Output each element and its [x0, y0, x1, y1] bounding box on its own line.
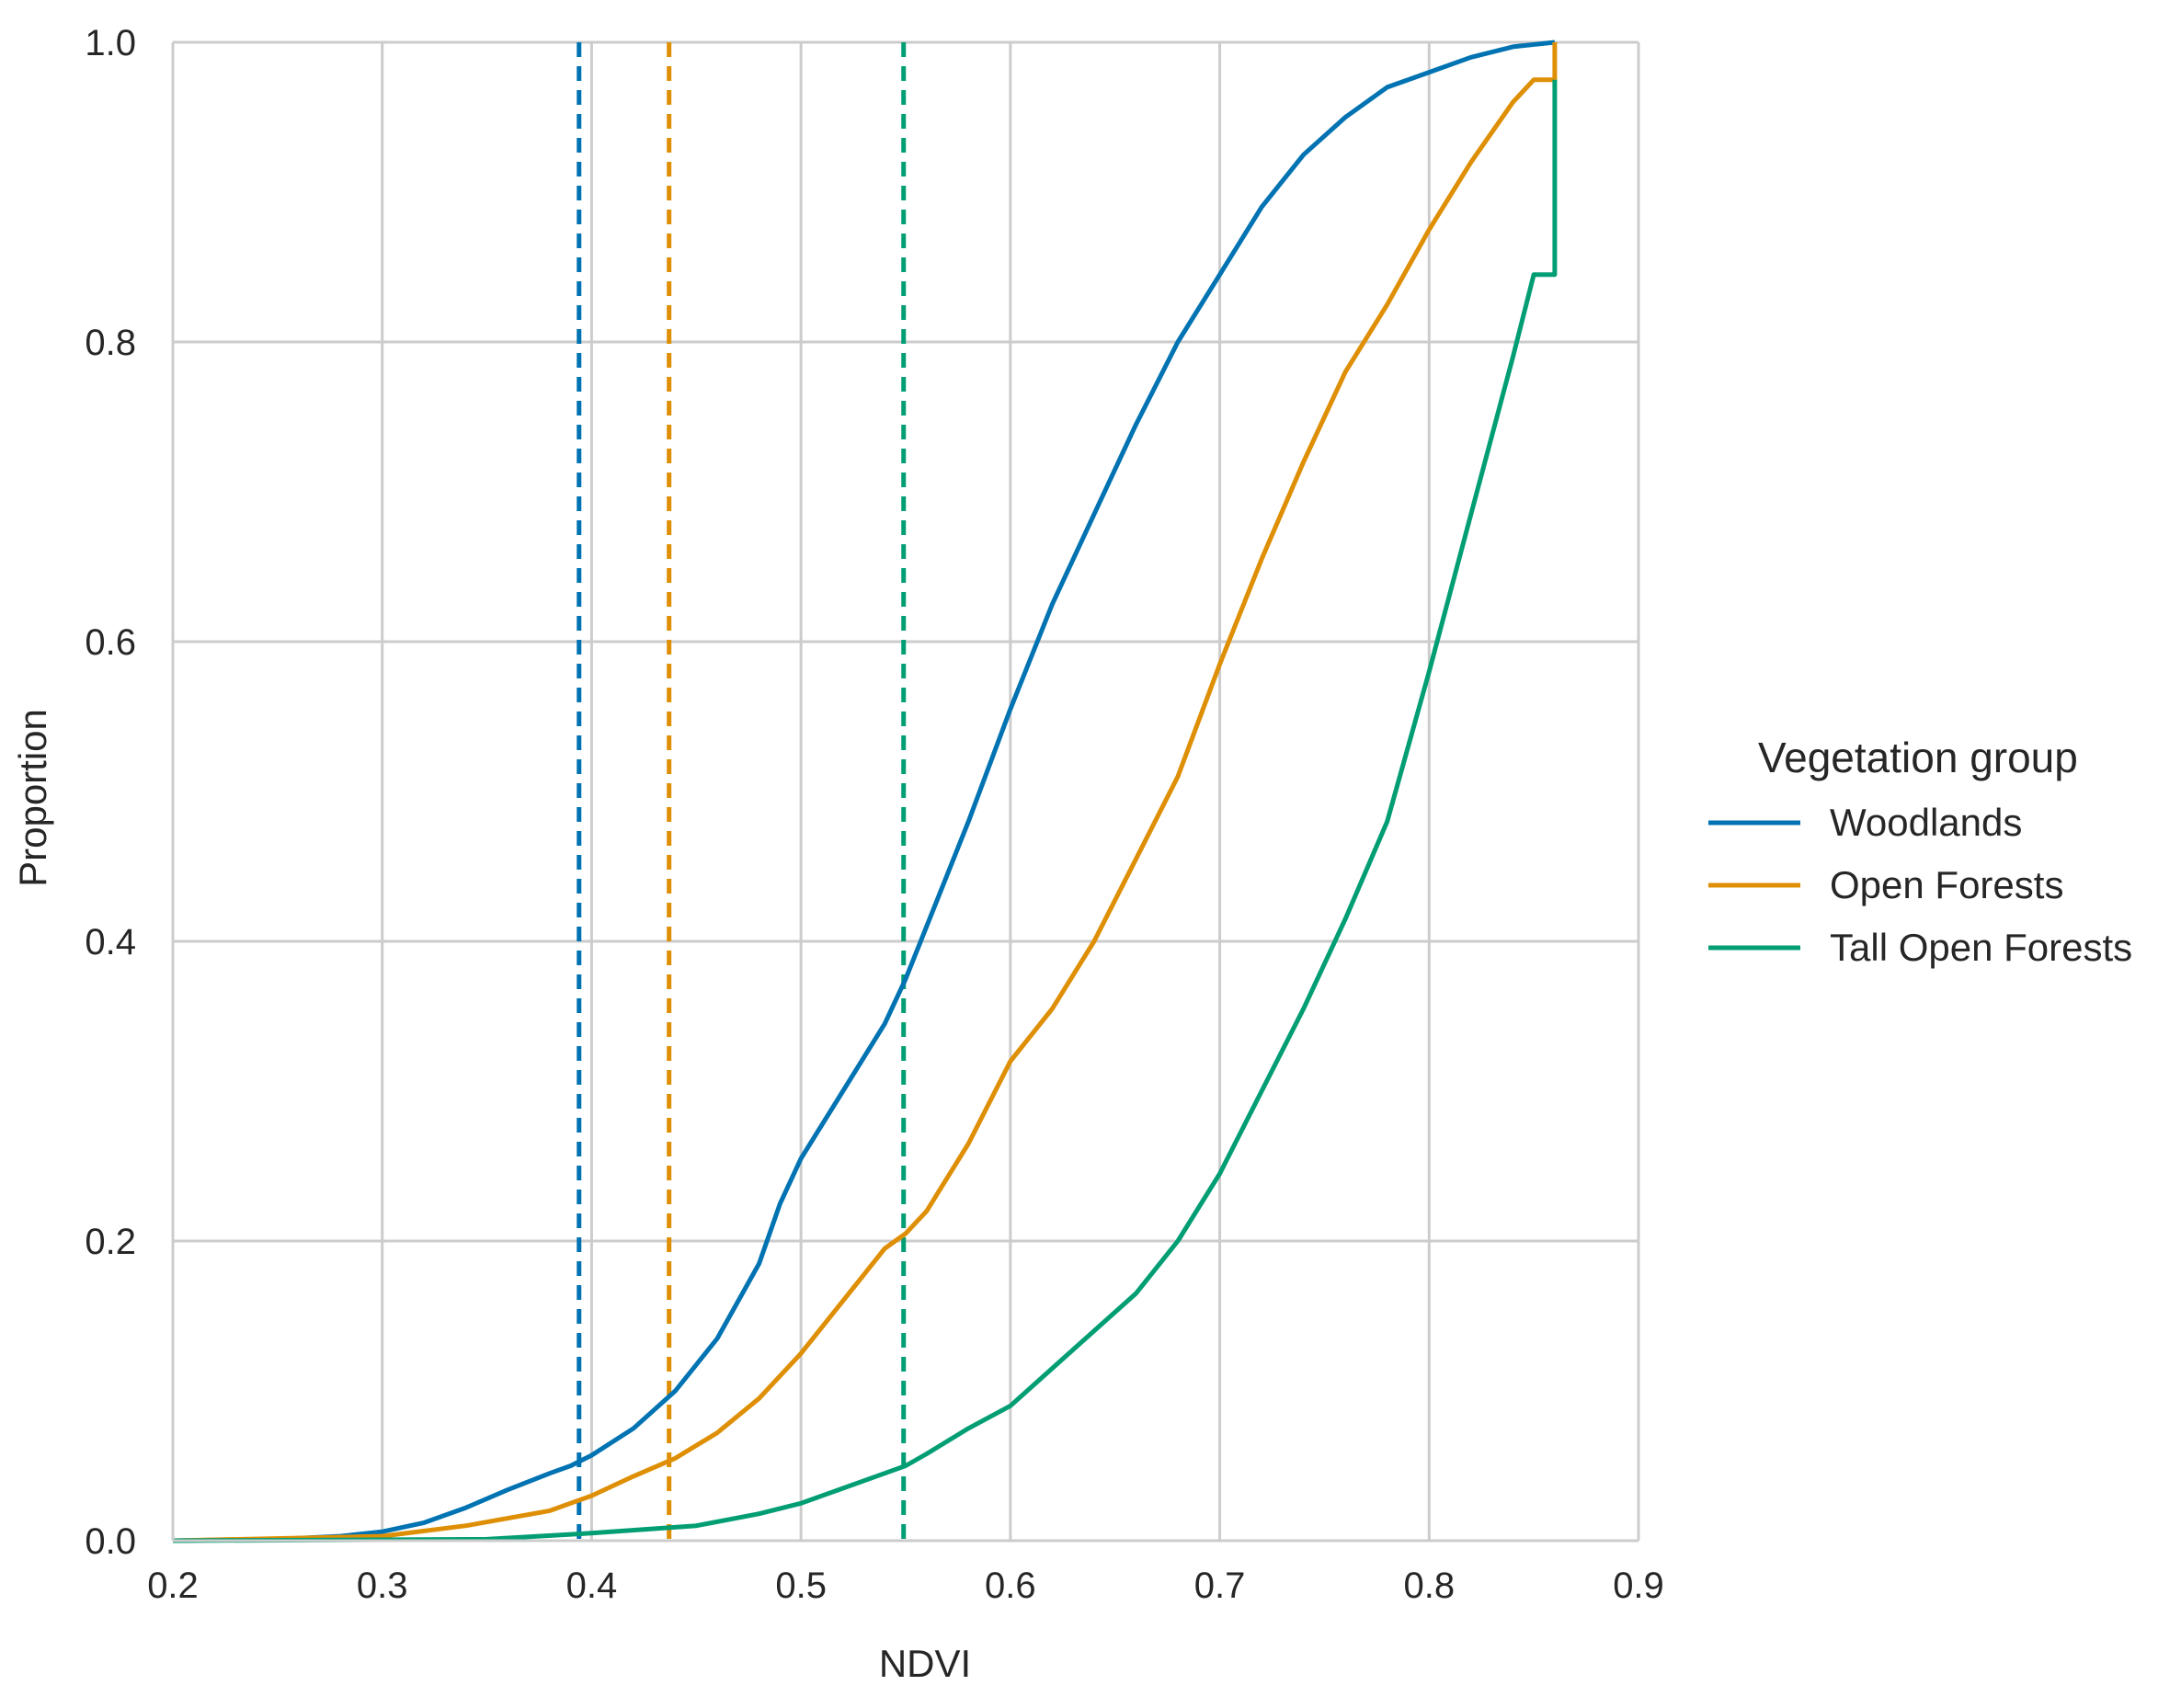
legend-item-woodlands: Woodlands [1708, 801, 2022, 844]
legend-label-tall-open-forests: Tall Open Forests [1830, 926, 2132, 969]
legend-title: Vegetation group [1758, 734, 2078, 781]
reference-lines [577, 42, 907, 1541]
series-line-woodlands [172, 40, 1556, 1543]
y-tick-label-1: 0.2 [85, 1222, 136, 1262]
legend-items: Woodlands Open Forests Tall Open Forests [1708, 801, 2132, 969]
y-tick-label-4: 0.8 [85, 323, 136, 363]
y-tick-label-5: 1.0 [85, 23, 136, 63]
legend-item-open-forests: Open Forests [1708, 863, 2063, 906]
legend-label-woodlands: Woodlands [1830, 801, 2022, 844]
x-tick-label-6: 0.8 [1403, 1566, 1455, 1606]
x-tick-label-1: 0.3 [357, 1566, 408, 1606]
x-axis-title: NDVI [879, 1642, 971, 1685]
x-tick-label-4: 0.6 [985, 1566, 1036, 1606]
series-line-tall-open-forests [172, 79, 1558, 1543]
x-tick-label-5: 0.7 [1194, 1566, 1246, 1606]
series-lines [172, 40, 1558, 1543]
x-tick-label-3: 0.5 [775, 1566, 827, 1606]
x-tick-label-7: 0.9 [1613, 1566, 1664, 1606]
y-tick-label-3: 0.6 [85, 622, 136, 663]
x-tick-labels: 0.2 0.3 0.4 0.5 0.6 0.7 0.8 0.9 [147, 1566, 1664, 1606]
legend: Vegetation group Woodlands Open Forests Ta… [1708, 734, 2132, 969]
y-tick-labels: 0.0 0.2 0.4 0.6 0.8 1.0 [85, 23, 136, 1562]
x-gridlines [171, 42, 1640, 1541]
y-tick-label-0: 0.0 [85, 1521, 136, 1562]
y-tick-label-2: 0.4 [85, 922, 136, 962]
legend-label-open-forests: Open Forests [1830, 863, 2063, 906]
y-axis-title: Proportion [11, 709, 54, 887]
legend-item-tall-open-forests: Tall Open Forests [1708, 926, 2132, 969]
x-tick-label-0: 0.2 [147, 1566, 199, 1606]
x-tick-label-2: 0.4 [566, 1566, 618, 1606]
series-line-open-forests [172, 42, 1558, 1543]
